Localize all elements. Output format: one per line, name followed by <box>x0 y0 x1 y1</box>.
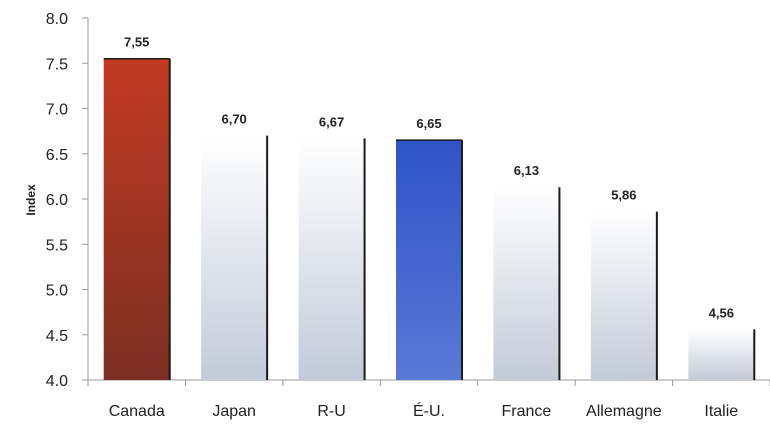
bar-fill <box>298 138 365 380</box>
category-labels: Canada Japan R-U É-U. France Allemagne Italie <box>109 401 739 420</box>
data-label: 4,56 <box>709 305 734 320</box>
data-label: 6,67 <box>319 114 344 129</box>
y-axis: 4.0 4.5 5.0 5.5 6.0 6.5 7.0 7.5 8.0 <box>46 11 89 390</box>
x-axis <box>87 379 770 386</box>
data-label: 6,13 <box>514 163 539 178</box>
category-label: Allemagne <box>586 403 662 420</box>
y-tick-label: 4.5 <box>46 328 68 345</box>
category-label: É-U. <box>413 401 445 420</box>
y-tick-label: 4.0 <box>46 373 68 390</box>
bar-japan <box>201 135 269 380</box>
data-label: 5,86 <box>611 188 636 203</box>
y-tick-label: 6.0 <box>46 192 68 209</box>
y-tick-label: 5.5 <box>46 237 68 254</box>
category-label: Japan <box>212 403 256 420</box>
bars <box>103 57 756 380</box>
bar-italie <box>688 329 756 380</box>
data-label: 6,70 <box>221 112 246 127</box>
bar-fill <box>201 135 268 380</box>
bar-fill <box>103 58 170 380</box>
y-tick-label: 5.0 <box>46 283 68 300</box>
bar-canada <box>103 57 171 380</box>
bar-france <box>493 187 561 380</box>
y-tick-label: 8.0 <box>46 11 68 28</box>
bar-fill <box>493 187 560 380</box>
bar-allemagne <box>590 211 658 380</box>
data-labels: 7,55 6,70 6,67 6,65 6,13 5,86 4,56 <box>124 35 734 321</box>
bar-fill <box>396 140 462 380</box>
bar-r-u <box>298 138 366 380</box>
data-label: 7,55 <box>124 35 149 50</box>
y-tick-label: 7.0 <box>46 102 68 119</box>
category-label: France <box>502 403 552 420</box>
category-label: R-U <box>317 403 345 420</box>
category-label: Italie <box>704 403 738 420</box>
y-tick-label: 6.5 <box>46 147 68 164</box>
y-tick-label: 7.5 <box>46 56 68 73</box>
bar--u- <box>396 139 463 380</box>
data-label: 6,65 <box>416 116 441 131</box>
y-axis-title: Index <box>24 184 38 216</box>
bar-fill <box>590 211 657 380</box>
category-label: Canada <box>109 403 165 420</box>
bar-fill <box>688 329 755 380</box>
